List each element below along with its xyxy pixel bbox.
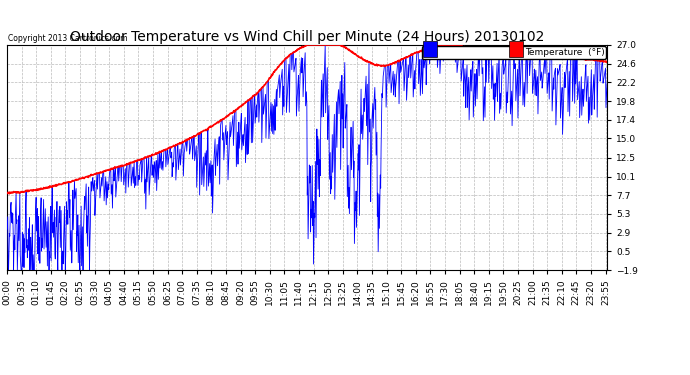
Legend: Wind Chill  (°F), Temperature  (°F): Wind Chill (°F), Temperature (°F) [422, 46, 607, 58]
Text: Copyright 2013 Cartronics.com: Copyright 2013 Cartronics.com [8, 34, 127, 43]
Title: Outdoor Temperature vs Wind Chill per Minute (24 Hours) 20130102: Outdoor Temperature vs Wind Chill per Mi… [70, 30, 544, 44]
